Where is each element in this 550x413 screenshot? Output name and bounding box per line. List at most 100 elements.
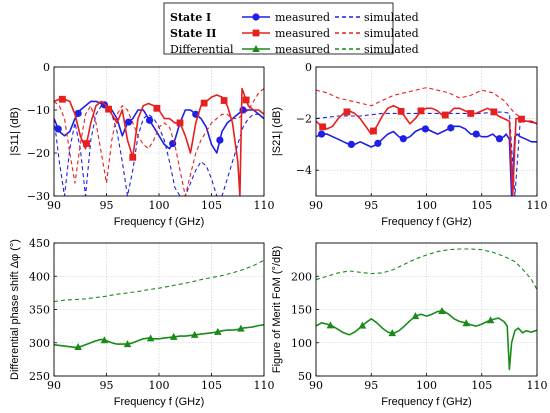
y-axis-label: Differential phase shift Δφ (°): [9, 239, 21, 380]
data-marker: [518, 115, 525, 123]
y-tick-label: 50: [298, 370, 312, 383]
x-axis-label: Frequency f (GHz): [381, 396, 471, 408]
data-marker: [399, 135, 407, 143]
x-tick-label: 90: [47, 199, 61, 212]
series-line: [54, 87, 264, 196]
x-axis-label: Frequency f (GHz): [114, 396, 204, 408]
data-marker: [472, 130, 480, 138]
x-tick-label: 110: [254, 199, 275, 212]
legend-simulated-label: simulated: [364, 43, 419, 56]
y-axis-label: Figure of Merit FoM (°/dB): [271, 246, 283, 373]
x-tick-label: 105: [471, 199, 492, 212]
y-tick-label: −20: [27, 147, 50, 160]
y-tick-label: −2: [296, 113, 312, 126]
x-axis-label: Frequency f (GHz): [114, 216, 204, 228]
legend-measured-marker: [252, 29, 260, 37]
data-marker: [462, 319, 471, 327]
x-tick-label: 105: [201, 379, 222, 392]
series-line: [316, 111, 537, 196]
data-marker: [397, 107, 405, 115]
data-marker: [417, 107, 425, 115]
data-marker: [123, 340, 132, 348]
data-marker: [74, 343, 82, 351]
data-marker: [145, 116, 154, 124]
legend-simulated-label: simulated: [364, 11, 419, 24]
data-marker: [486, 316, 495, 324]
data-marker: [388, 329, 397, 337]
series-line: [316, 309, 537, 371]
chart-s21: 90 95 100 105 110 0 −2 −4 Frequency f (GHz) |S21|…: [271, 61, 548, 228]
series-line: [316, 125, 537, 196]
y-tick-label: 0: [305, 61, 312, 74]
data-marker: [374, 139, 382, 147]
legend-simulated-label: simulated: [364, 27, 419, 40]
legend-state-label: State II: [170, 27, 216, 40]
data-marker: [317, 130, 326, 138]
data-marker: [242, 96, 250, 104]
legend: State I measured simulated State II measured…: [163, 2, 419, 56]
data-marker: [467, 110, 475, 117]
data-marker: [447, 124, 455, 132]
x-tick-label: 110: [527, 199, 548, 212]
x-tick-label: 100: [149, 379, 170, 392]
data-marker: [176, 119, 184, 127]
legend-measured-label: measured: [275, 43, 330, 56]
data-marker: [124, 118, 133, 126]
y-tick-label: −10: [27, 104, 50, 117]
series-line: [54, 100, 264, 154]
y-tick-label: 300: [29, 337, 50, 350]
x-tick-label: 110: [527, 379, 548, 392]
x-tick-label: 90: [309, 379, 323, 392]
y-tick-label: −4: [296, 164, 312, 177]
y-tick-label: 200: [291, 270, 312, 283]
y-tick-label: 450: [29, 237, 50, 250]
data-marker: [495, 135, 504, 143]
legend-box: [163, 2, 394, 55]
x-tick-label: 95: [100, 199, 114, 212]
data-marker: [129, 153, 137, 161]
y-tick-label: 150: [291, 304, 312, 317]
data-marker: [74, 109, 82, 118]
data-marker: [54, 125, 62, 133]
legend-measured-marker: [252, 13, 260, 21]
y-axis-label: |S21| (dB): [271, 107, 283, 156]
legend-measured-marker: [252, 45, 260, 52]
panels: 90 95 100 105 110 0 −10 −20 −30 Frequency f (GHz)…: [9, 61, 548, 408]
y-tick-label: 250: [29, 370, 50, 383]
data-marker: [411, 312, 420, 320]
x-tick-label: 90: [47, 379, 61, 392]
data-marker: [370, 127, 377, 135]
series-line: [54, 259, 264, 303]
x-tick-label: 100: [149, 199, 170, 212]
data-marker: [100, 336, 109, 344]
chart-fom: 90 95 100 105 110 50 100 150 200 Frequency f (GHz…: [271, 242, 548, 408]
data-marker: [347, 140, 355, 148]
y-tick-label: −30: [27, 190, 50, 203]
data-marker: [153, 104, 161, 112]
data-marker: [438, 306, 446, 314]
y-tick-label: 100: [291, 337, 312, 350]
x-tick-label: 100: [416, 379, 437, 392]
data-marker: [83, 140, 90, 147]
data-marker: [216, 136, 224, 144]
data-marker: [190, 330, 199, 338]
series-line: [316, 104, 537, 196]
legend-state-label: State I: [170, 11, 211, 24]
legend-measured-label: measured: [275, 27, 330, 40]
data-marker: [319, 123, 327, 131]
data-marker: [490, 108, 498, 116]
series-line: [316, 87, 537, 125]
x-axis-label: Frequency f (GHz): [381, 216, 471, 228]
x-tick-label: 100: [416, 199, 437, 212]
data-marker: [105, 105, 112, 113]
data-marker: [146, 334, 155, 342]
data-marker: [237, 324, 245, 332]
y-tick-label: 400: [29, 270, 50, 283]
data-marker: [169, 139, 177, 148]
x-tick-label: 95: [364, 379, 378, 392]
legend-state-label: Differential: [170, 43, 234, 56]
x-tick-label: 95: [364, 199, 378, 212]
data-marker: [343, 108, 351, 116]
data-marker: [220, 97, 228, 104]
